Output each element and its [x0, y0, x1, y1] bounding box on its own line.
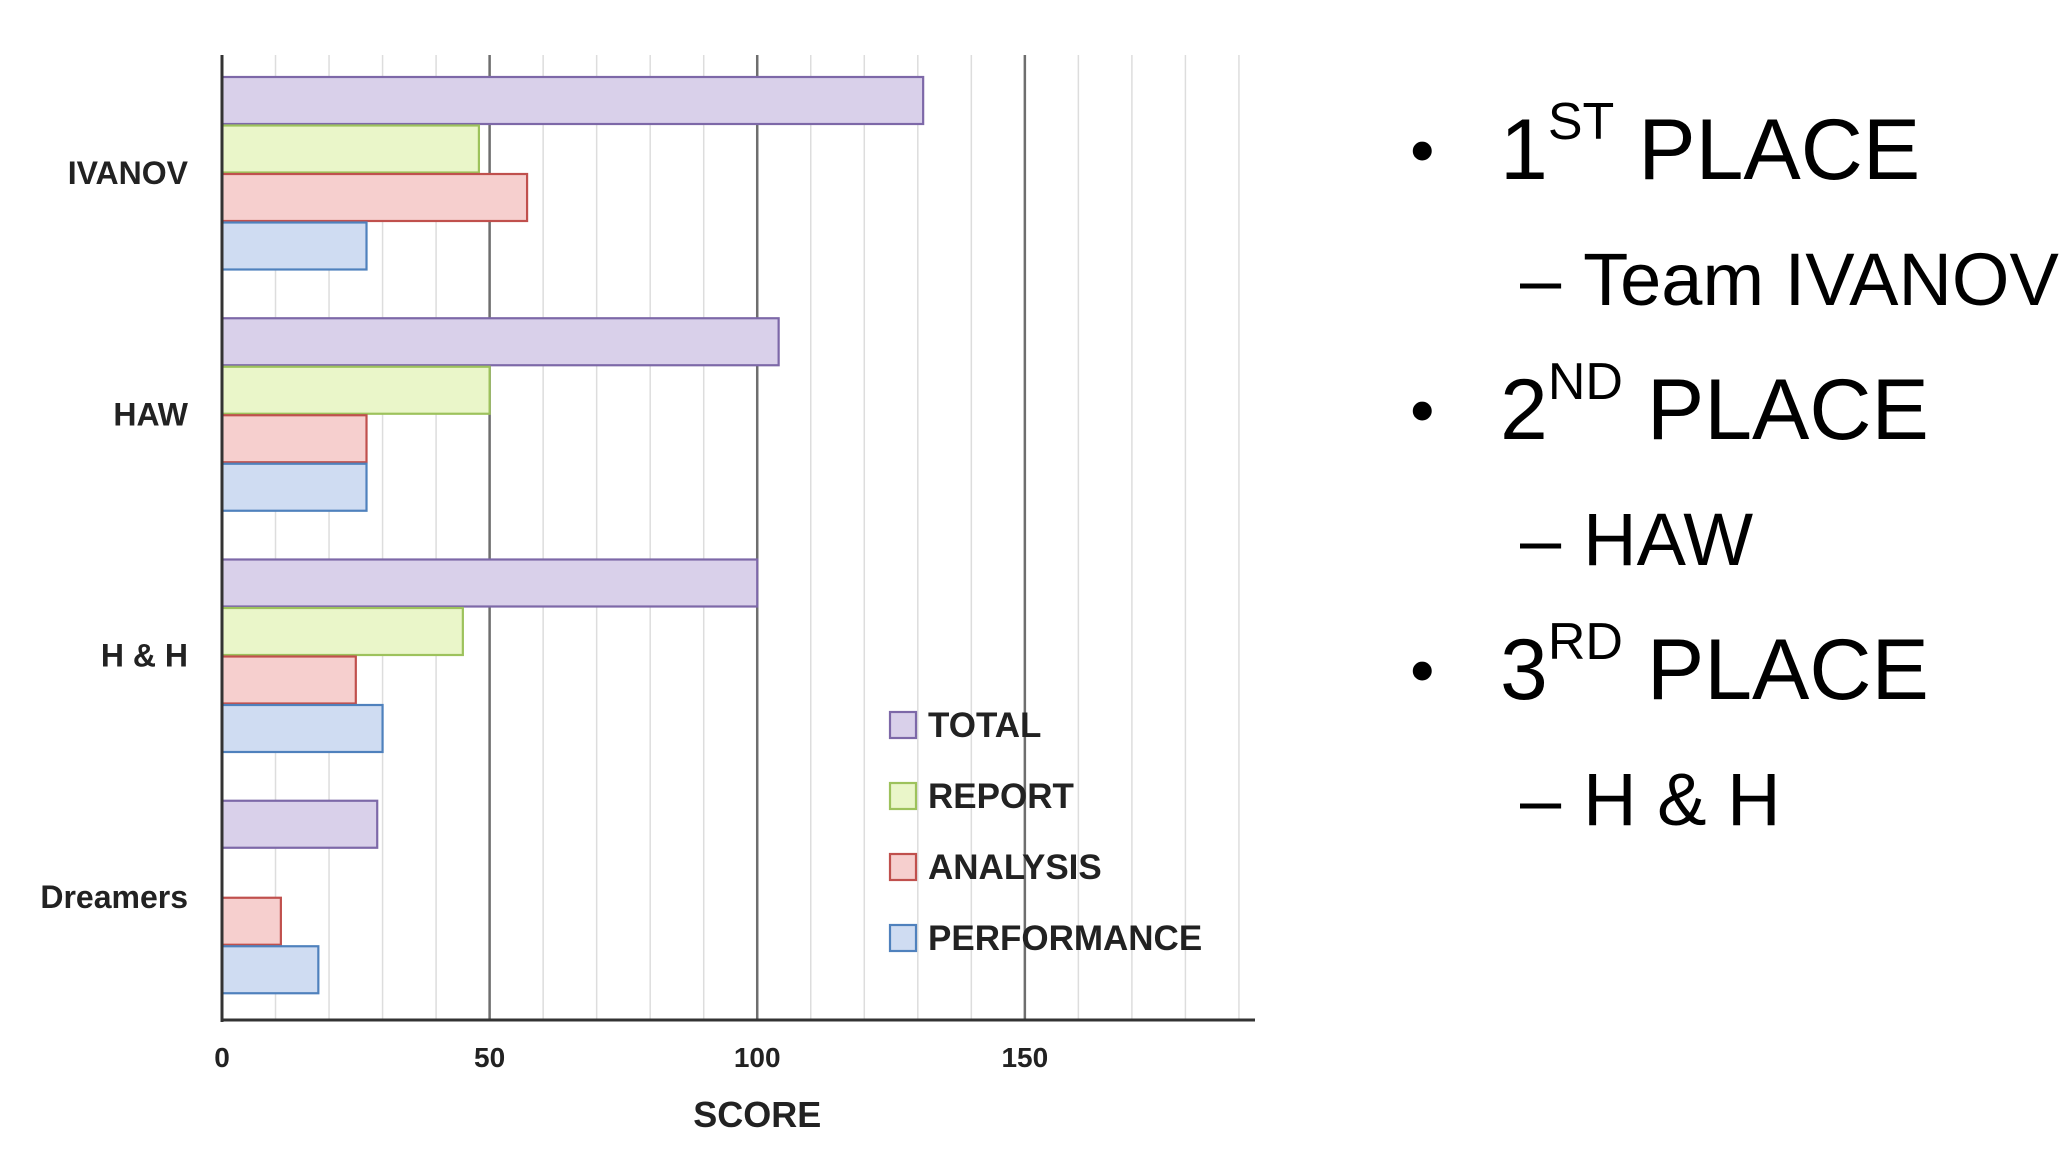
bar-performance [220, 462, 368, 512]
dash-icon: – [1520, 238, 1562, 321]
legend-label: ANALYSIS [928, 848, 1102, 887]
legend-swatch [888, 923, 918, 953]
place-suffix: RD [1547, 613, 1623, 671]
chart-bars [220, 75, 925, 995]
bar-report [220, 606, 464, 657]
bullet-icon: • [1410, 111, 1435, 189]
bullet-icon: • [1410, 631, 1435, 709]
second-place-item: • 2ND PLACE [1405, 356, 2065, 490]
bar-performance [220, 703, 384, 754]
bar-report [220, 124, 481, 174]
legend-swatch [888, 710, 918, 740]
third-place-team: – H & H [1405, 750, 2065, 880]
bar-performance [220, 221, 368, 271]
category-label: Dreamers [40, 879, 188, 915]
third-place-item: • 3RD PLACE [1405, 616, 2065, 750]
place-suffix: ND [1547, 353, 1623, 411]
bar-performance [220, 945, 320, 995]
first-place-team: – Team IVANOV [1405, 230, 2065, 360]
team-name: H & H [1583, 758, 1781, 841]
bar-total [220, 558, 759, 608]
bar-analysis [220, 414, 368, 464]
bar-analysis [220, 896, 282, 946]
place-number: 1 [1500, 102, 1548, 198]
placement-list: • 1ST PLACE – Team IVANOV • 2ND PLACE – HAW … [1405, 96, 2065, 880]
x-tick-label: 150 [1001, 1042, 1048, 1073]
dash-icon: – [1520, 758, 1562, 841]
legend-label: PERFORMANCE [928, 919, 1202, 958]
place-word: PLACE [1638, 102, 1921, 198]
legend-swatch [888, 852, 918, 882]
dash-icon: – [1520, 498, 1562, 581]
x-tick-label: 0 [214, 1042, 230, 1073]
bar-total [220, 799, 379, 849]
bar-analysis [220, 655, 357, 705]
first-place-item: • 1ST PLACE [1405, 96, 2065, 230]
category-label: HAW [113, 396, 188, 432]
x-axis-title: SCORE [693, 1094, 821, 1135]
legend-swatch [888, 781, 918, 811]
bar-total [220, 75, 925, 126]
chart-axes [220, 55, 1255, 1022]
legend-label: REPORT [928, 777, 1074, 816]
place-number: 3 [1500, 622, 1548, 718]
bar-analysis [220, 172, 529, 223]
chart-labels: IVANOV HAW H & H Dreamers 0 50 100 150 SCORE [40, 155, 1048, 1135]
place-number: 2 [1500, 362, 1548, 458]
bar-total [220, 317, 780, 367]
second-place-team: – HAW [1405, 490, 2065, 620]
place-suffix: ST [1547, 93, 1615, 151]
chart-legend: TOTAL REPORT ANALYSIS PERFORMANCE [888, 706, 1202, 958]
place-word: PLACE [1646, 622, 1929, 718]
team-name: Team IVANOV [1583, 238, 2059, 321]
place-word: PLACE [1646, 362, 1929, 458]
category-label: H & H [101, 638, 188, 674]
bullet-icon: • [1410, 371, 1435, 449]
legend-label: TOTAL [928, 706, 1041, 745]
bar-report [220, 365, 491, 415]
team-name: HAW [1583, 498, 1754, 581]
x-tick-label: 50 [474, 1042, 505, 1073]
chart-gridlines [274, 55, 1240, 1020]
category-label: IVANOV [68, 155, 189, 191]
x-tick-label: 100 [734, 1042, 781, 1073]
score-bar-chart: IVANOV HAW H & H Dreamers 0 50 100 150 SCORE TOT… [40, 55, 1255, 1135]
